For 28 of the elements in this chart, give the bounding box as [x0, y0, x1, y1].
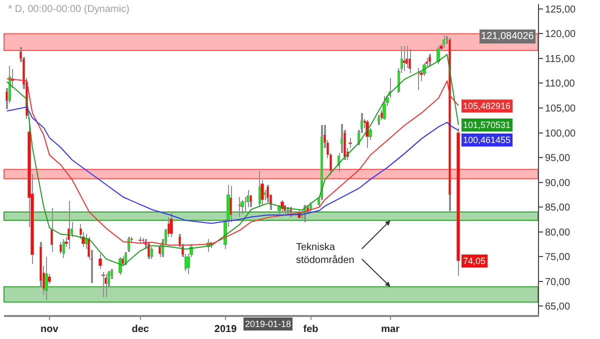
- y-tick-label: 105,00: [545, 104, 576, 114]
- y-tick-label: 100,00: [545, 128, 576, 140]
- y-tick-label: 95,00: [545, 153, 570, 164]
- x-tick-label: dec: [132, 324, 150, 335]
- chart-title: * D, 00:00-00:00 (Dynamic): [8, 4, 130, 16]
- y-tick-label: 90,00: [545, 178, 570, 189]
- x-tick-label: mar: [381, 324, 400, 335]
- text: 2019-01-18: [245, 319, 292, 329]
- line-series: [6, 106, 459, 224]
- y-tick-label: 115,00: [545, 54, 576, 65]
- y-tick-label: 80,00: [545, 227, 570, 238]
- y-tick-label: 70,00: [545, 276, 570, 288]
- data-label: 101,570531: [463, 120, 511, 130]
- annotation: 121,084026: [481, 31, 534, 42]
- x-tick-label: feb: [303, 324, 318, 335]
- y-tick-label: 125,00: [545, 4, 576, 16]
- annotation: 74,05: [463, 256, 486, 266]
- y-tick-label: 85,00: [545, 202, 570, 214]
- x-tick-label: 2019: [214, 324, 238, 335]
- data-label: 100,461455: [463, 135, 511, 145]
- annotation: Tekniska stödområden: [296, 242, 354, 266]
- y-tick-label: 75,00: [545, 252, 570, 264]
- data-label: 105,482916: [463, 101, 511, 111]
- candlestick: [102, 272, 105, 297]
- x-tick-label: nov: [40, 324, 59, 335]
- y-tick-label: 65,00: [545, 302, 570, 313]
- y-tick-label: 110,00: [545, 78, 576, 90]
- y-tick-label: 120,00: [545, 29, 576, 40]
